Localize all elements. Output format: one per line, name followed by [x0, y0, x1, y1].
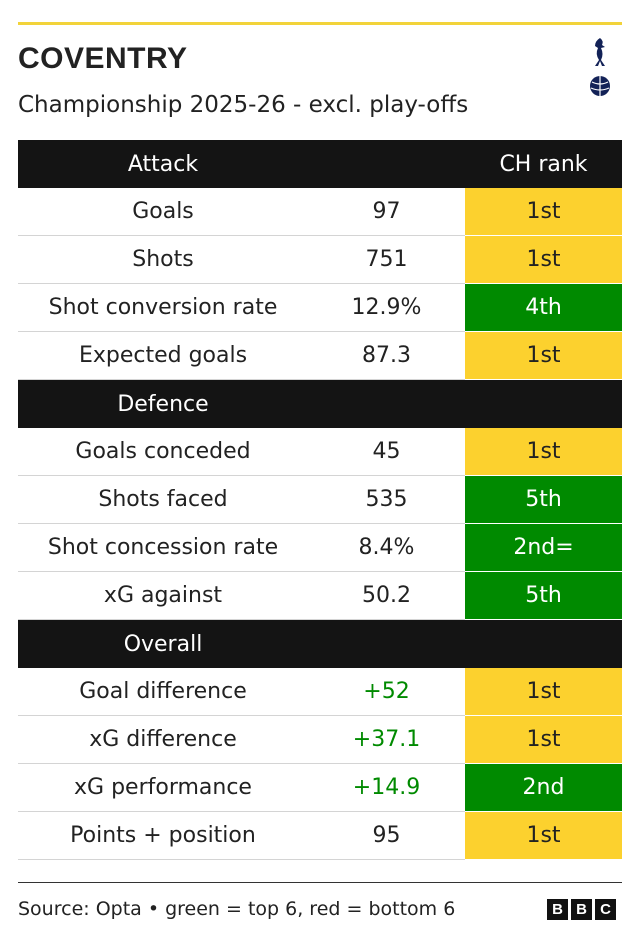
stat-value: +14.9 — [352, 775, 421, 800]
stat-row: xG difference +37.1 1st — [18, 716, 622, 764]
stat-label: xG against — [103, 583, 223, 608]
source: Source: Opta • green = top 6, red = bott… — [18, 898, 456, 920]
stat-row: Goals 97 1st — [18, 188, 622, 236]
stat-label: xG performance — [74, 775, 252, 800]
section-header: Overall — [18, 620, 622, 669]
stat-value: 87.3 — [362, 343, 411, 368]
rank-cell: 2nd= — [465, 524, 622, 572]
logo-letter: C — [595, 899, 616, 920]
stat-value: 95 — [372, 823, 401, 848]
section-header: Attack CH rank — [18, 140, 622, 189]
stat-label: Goals — [132, 199, 194, 224]
stat-value: 8.4% — [358, 535, 415, 560]
rank-cell: 5th — [465, 476, 622, 524]
stat-row: Shots 751 1st — [18, 236, 622, 284]
stat-value: +37.1 — [352, 727, 421, 752]
stat-row: Shot conversion rate 12.9% 4th — [18, 284, 622, 332]
stat-value: 535 — [365, 487, 408, 512]
rank-cell: 1st — [465, 668, 622, 716]
rank-header: CH rank — [465, 140, 622, 189]
stat-label: Shots faced — [98, 487, 228, 512]
header-spacer — [308, 140, 465, 188]
header-spacer — [308, 380, 465, 428]
stat-label: xG difference — [89, 727, 237, 752]
stat-label: Shot conversion rate — [48, 295, 278, 320]
section-title: Overall — [123, 631, 203, 657]
club-crest — [590, 38, 610, 96]
section-title: Defence — [117, 391, 209, 417]
rank-cell: 1st — [465, 716, 622, 764]
stat-value: 97 — [372, 199, 401, 224]
stat-value: 12.9% — [351, 295, 422, 320]
stat-label: Shot concession rate — [47, 535, 279, 560]
rank-cell: 1st — [465, 812, 622, 860]
stat-value: 751 — [365, 247, 408, 272]
stat-row: Points + position 95 1st — [18, 812, 622, 860]
top-rule — [18, 22, 622, 25]
stat-label: Goal difference — [79, 679, 247, 704]
stat-row: Shots faced 535 5th — [18, 476, 622, 524]
rank-cell: 1st — [465, 332, 622, 380]
stat-value: 45 — [372, 439, 401, 464]
title: COVENTRY — [18, 42, 188, 75]
stat-label: Expected goals — [78, 343, 248, 368]
header-spacer — [465, 380, 622, 429]
stat-row: Goals conceded 45 1st — [18, 428, 622, 476]
logo-letter: B — [547, 899, 568, 920]
stat-value: +52 — [363, 679, 410, 704]
stat-row: Goal difference +52 1st — [18, 668, 622, 716]
logo-letter: B — [571, 899, 592, 920]
rank-cell: 2nd — [465, 764, 622, 812]
rank-cell: 1st — [465, 236, 622, 284]
stats-table: Attack CH rank Goals 97 1st Shots 751 1st Shot c… — [18, 140, 622, 860]
stat-value: 50.2 — [362, 583, 411, 608]
stat-label: Points + position — [70, 823, 256, 848]
subtitle: Championship 2025-26 - excl. play-offs — [18, 92, 469, 118]
rank-cell: 1st — [465, 428, 622, 476]
stat-label: Goals conceded — [75, 439, 251, 464]
footer-rule — [18, 882, 622, 883]
rank-cell: 4th — [465, 284, 622, 332]
section-header: Defence — [18, 380, 622, 429]
header-spacer — [465, 620, 622, 669]
header-spacer — [308, 620, 465, 668]
stat-row: xG performance +14.9 2nd — [18, 764, 622, 812]
section-title: Attack — [127, 151, 199, 177]
stat-row: Expected goals 87.3 1st — [18, 332, 622, 380]
stat-label: Shots — [132, 247, 194, 272]
rank-cell: 1st — [465, 188, 622, 236]
stat-row: xG against 50.2 5th — [18, 572, 622, 620]
rank-cell: 5th — [465, 572, 622, 620]
stat-row: Shot concession rate 8.4% 2nd= — [18, 524, 622, 572]
